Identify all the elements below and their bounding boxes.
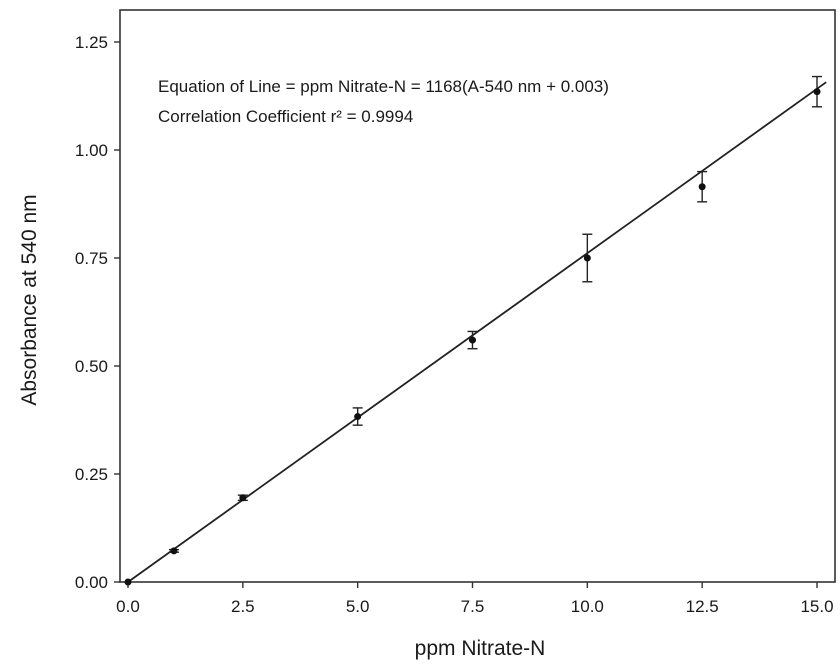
- x-axis-title: ppm Nitrate-N: [415, 637, 546, 660]
- x-tick-label: 10.0: [571, 597, 604, 616]
- y-tick-label: 1.25: [75, 33, 108, 52]
- data-point: [125, 579, 132, 586]
- data-point: [699, 183, 706, 190]
- data-point: [469, 337, 476, 344]
- x-tick-label: 0.0: [116, 597, 140, 616]
- y-axis-title: Absorbance at 540 nm: [18, 194, 41, 405]
- y-tick-label: 0.50: [75, 357, 108, 376]
- x-tick-label: 15.0: [800, 597, 833, 616]
- x-tick-label: 12.5: [686, 597, 719, 616]
- y-tick-label: 0.00: [75, 573, 108, 592]
- annotation-equation: Equation of Line = ppm Nitrate-N = 1168(…: [158, 77, 609, 96]
- y-tick-label: 0.75: [75, 249, 108, 268]
- data-point: [239, 494, 246, 501]
- x-tick-label: 7.5: [461, 597, 485, 616]
- data-point: [584, 255, 591, 262]
- x-tick-label: 5.0: [346, 597, 370, 616]
- y-tick-label: 0.25: [75, 465, 108, 484]
- y-tick-label: 1.00: [75, 141, 108, 160]
- annotation-correlation: Correlation Coefficient r² = 0.9994: [158, 107, 413, 126]
- data-point: [354, 413, 361, 420]
- data-point: [814, 88, 821, 95]
- data-point: [170, 547, 177, 554]
- x-tick-label: 2.5: [231, 597, 255, 616]
